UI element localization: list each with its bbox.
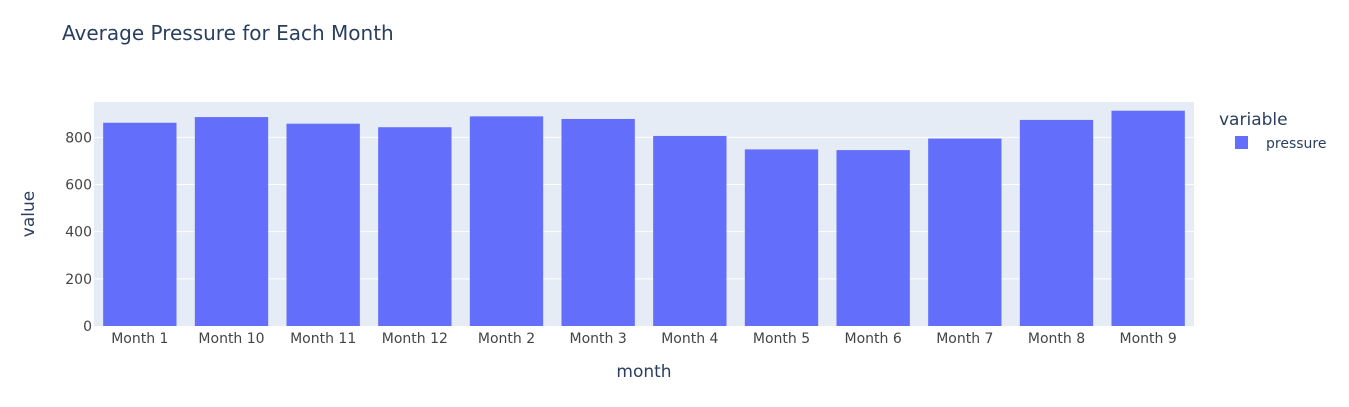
plot-area [94, 102, 1194, 326]
y-tick-label: 200 [65, 272, 92, 288]
bar-month-1[interactable] [103, 122, 177, 326]
x-tick-label: Month 9 [1120, 331, 1177, 347]
x-tick-label: Month 5 [753, 331, 810, 347]
x-tick-label: Month 2 [478, 331, 535, 347]
legend-title: variable [1219, 110, 1288, 130]
x-tick-label: Month 11 [290, 331, 356, 347]
x-axis-ticks: Month 1 Month 10 Month 11 Month 12 Month 2 Mo… [111, 331, 1177, 347]
chart-title: Average Pressure for Each Month [62, 21, 394, 45]
x-tick-label: Month 4 [661, 331, 718, 347]
bars [103, 110, 1185, 327]
x-tick-label: Month 7 [936, 331, 993, 347]
legend-swatch[interactable] [1235, 136, 1248, 149]
x-tick-label: Month 12 [382, 331, 448, 347]
y-axis-ticks: 0 200 400 600 800 [65, 130, 92, 335]
x-tick-label: Month 3 [570, 331, 627, 347]
x-tick-label: Month 8 [1028, 331, 1085, 347]
bar-month-8[interactable] [1019, 119, 1094, 326]
y-tick-label: 400 [65, 225, 92, 241]
x-tick-label: Month 10 [198, 331, 264, 347]
x-tick-label: Month 1 [111, 331, 168, 347]
y-tick-label: 0 [83, 319, 92, 335]
x-tick-label: Month 6 [845, 331, 902, 347]
bar-month-4[interactable] [653, 135, 727, 326]
bar-month-10[interactable] [194, 117, 269, 327]
bar-month-3[interactable] [561, 118, 635, 327]
bar-month-5[interactable] [744, 149, 819, 326]
legend-item-pressure[interactable]: pressure [1266, 136, 1326, 152]
bar-month-12[interactable] [378, 127, 452, 326]
y-tick-label: 600 [65, 178, 92, 194]
legend[interactable]: variable pressure [1219, 110, 1326, 152]
bar-month-11[interactable] [286, 123, 360, 327]
y-axis-label: value [19, 191, 39, 237]
bar-month-2[interactable] [469, 116, 544, 327]
bar-month-7[interactable] [928, 138, 1002, 326]
x-axis-label: month [616, 362, 671, 382]
bar-month-9[interactable] [1111, 110, 1185, 326]
gridlines [94, 136, 1194, 280]
bar-month-6[interactable] [836, 150, 910, 326]
y-tick-label: 800 [65, 130, 92, 146]
